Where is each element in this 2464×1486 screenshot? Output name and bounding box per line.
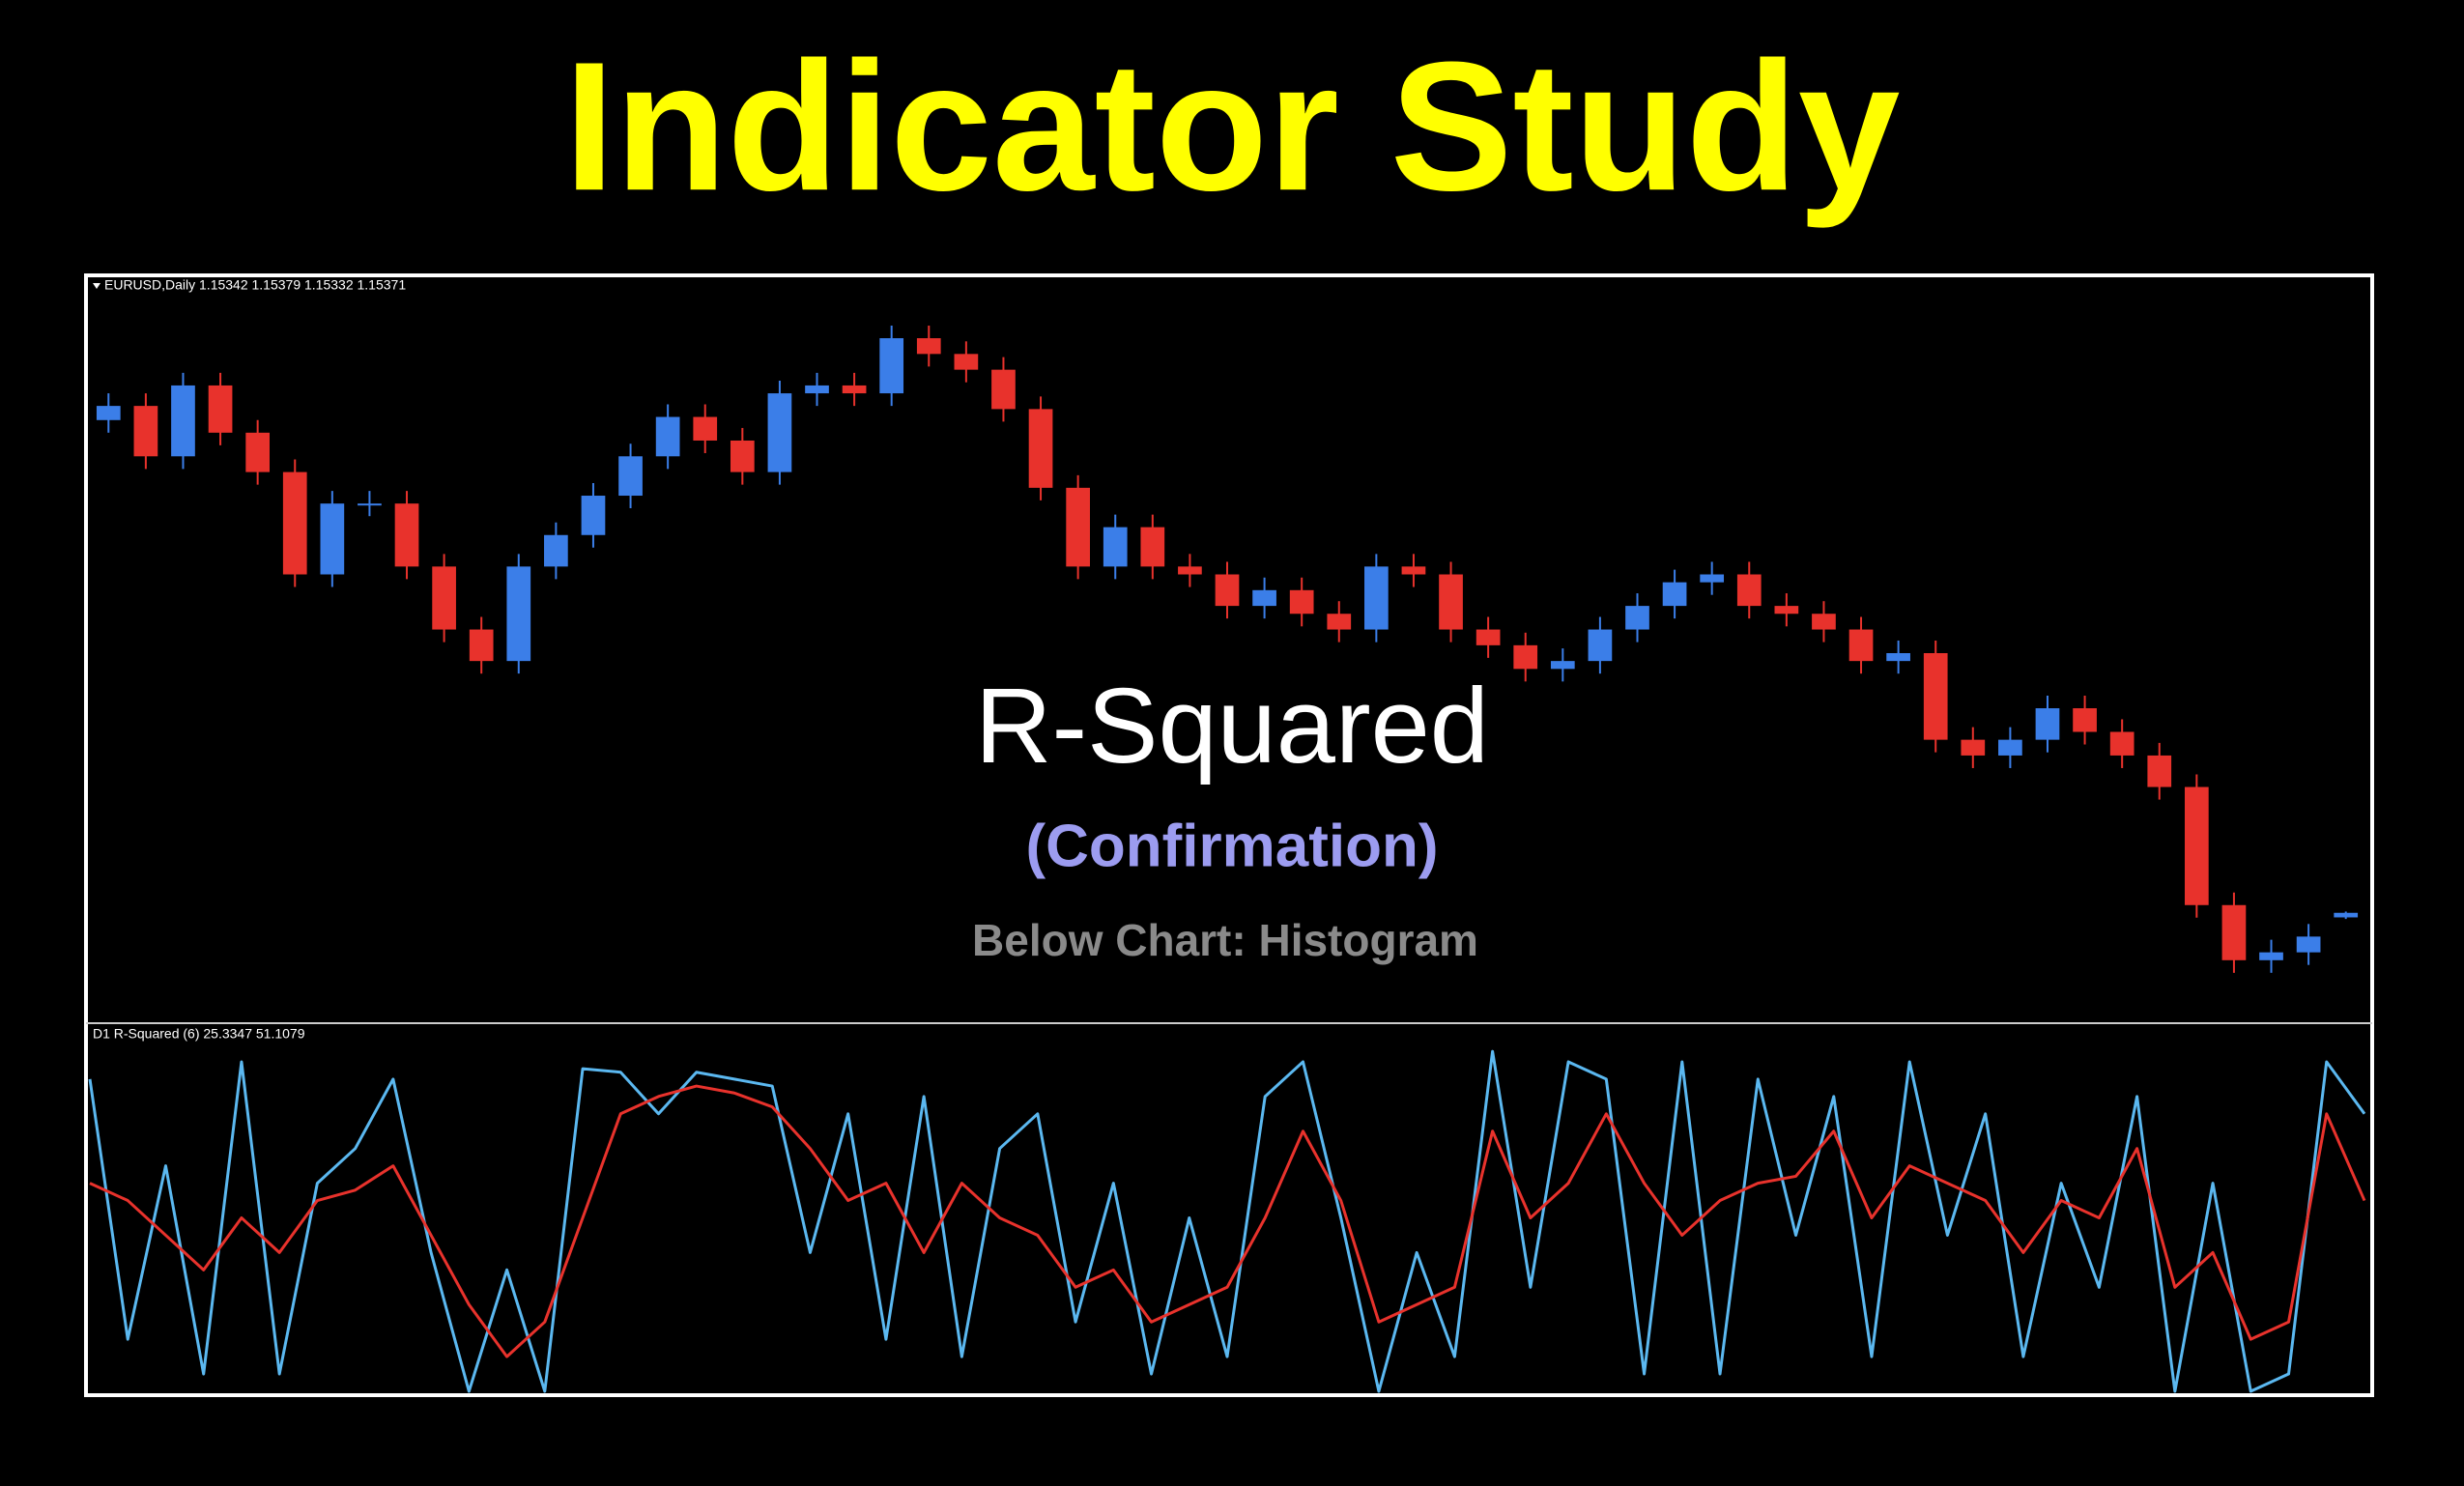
candle-body [1439, 574, 1463, 630]
candle-body [655, 416, 680, 457]
candle-body [2296, 936, 2321, 953]
candle-body [1476, 629, 1501, 645]
header-arrow [93, 283, 100, 289]
marks [88, 326, 2366, 1393]
candle-body [1028, 409, 1053, 488]
candle-body [208, 385, 233, 433]
candle-body [2035, 708, 2060, 740]
indicator-line [89, 1084, 2366, 1358]
candle-body [730, 440, 755, 472]
candle-body [506, 566, 531, 662]
candle-body [432, 566, 456, 630]
candle-body [1961, 739, 1986, 756]
overlay-subtitle: (Confirmation) [1025, 813, 1438, 879]
candle-body [879, 338, 904, 394]
candle-body [96, 406, 121, 420]
candle-body [1625, 606, 1649, 630]
indicator-line [88, 1049, 2366, 1393]
candle-body [1886, 653, 1910, 662]
candle-body [1215, 574, 1240, 607]
chart-frame [84, 273, 2374, 1397]
candle-body [767, 393, 792, 472]
candle-body [1848, 629, 1874, 662]
candle-body [842, 385, 867, 394]
candle-body [1140, 527, 1165, 567]
candle-body [1588, 629, 1613, 662]
candle-body [1066, 487, 1090, 567]
candle-body [2147, 755, 2172, 787]
candle-body [2259, 952, 2283, 960]
overlay-title: R-Squared [975, 667, 1489, 786]
candle-body [1923, 653, 1948, 740]
candle-body [1700, 574, 1725, 583]
candle-body [1289, 589, 1314, 614]
candle-body [991, 369, 1016, 410]
candle-body [245, 432, 271, 472]
overlay-note: Below Chart: Histogram [972, 915, 1478, 965]
candle-body [544, 534, 568, 567]
candle-body [618, 456, 643, 497]
candle-body [1662, 582, 1687, 607]
candle-body [1774, 606, 1799, 614]
candle-body [469, 629, 494, 662]
candle-body [133, 406, 158, 457]
candle-body [1550, 661, 1575, 670]
candle-body [1178, 566, 1202, 575]
candle-body [2109, 731, 2135, 756]
candle-body [581, 496, 606, 535]
candle-body [1103, 527, 1128, 567]
slide-title: Indicator Study [564, 24, 1901, 229]
candle-body [693, 416, 718, 441]
candle-body [2221, 904, 2247, 960]
candle-body [1364, 566, 1389, 630]
candle-body [171, 385, 195, 457]
candle-body [394, 503, 419, 567]
candle-body [954, 354, 979, 370]
candle-body [1998, 739, 2022, 756]
symbol-header: EURUSD,Daily 1.15342 1.15379 1.15332 1.1… [104, 277, 406, 293]
candle-body [1401, 566, 1426, 575]
candle-body [2073, 708, 2097, 732]
candle-body [1736, 574, 1762, 607]
candle-body [805, 385, 829, 394]
candle-body [1812, 614, 1836, 630]
candle-body [2334, 912, 2359, 918]
candle-body [358, 503, 382, 506]
candle-body [916, 338, 941, 355]
candle-body [1327, 614, 1352, 630]
candle-body [2184, 786, 2209, 905]
candle-body [1252, 589, 1276, 607]
candle-body [282, 472, 307, 575]
candle-body [1513, 644, 1538, 670]
indicator-header: D1 R-Squared (6) 25.3347 51.1079 [93, 1026, 305, 1042]
candle-body [320, 503, 345, 575]
